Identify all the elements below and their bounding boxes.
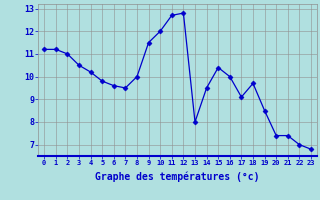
X-axis label: Graphe des températures (°c): Graphe des températures (°c) — [95, 172, 260, 182]
